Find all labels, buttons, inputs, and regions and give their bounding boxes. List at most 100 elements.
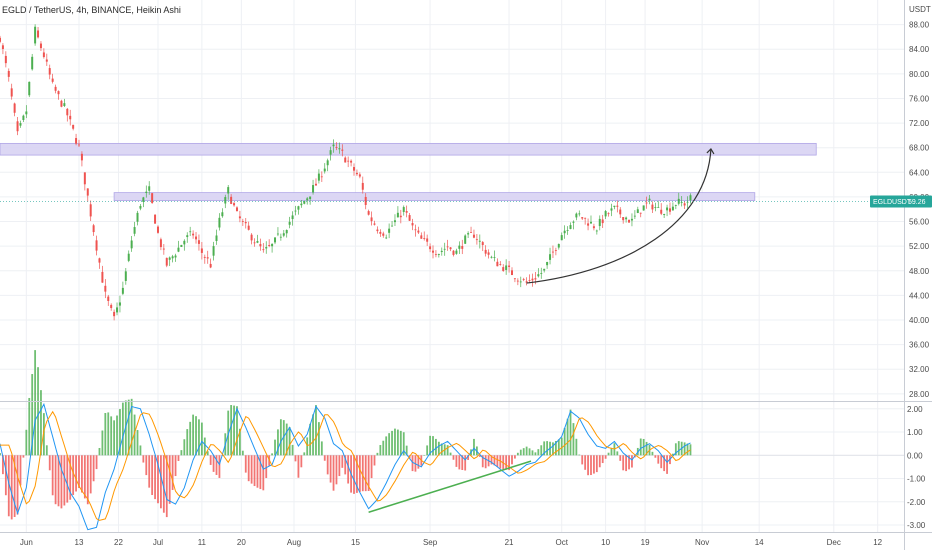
histogram-bar: [353, 455, 355, 494]
histogram-bar: [569, 409, 572, 456]
time-tick-label: 10: [601, 538, 610, 547]
candle-body: [350, 160, 353, 163]
histogram-bar: [320, 441, 323, 456]
candle-body: [189, 231, 192, 233]
histogram-bar: [528, 448, 531, 456]
candle-body: [645, 202, 648, 204]
histogram-bar: [432, 436, 434, 456]
candle-body: [540, 272, 543, 274]
histogram-bar: [136, 430, 139, 456]
candle-body: [382, 233, 385, 236]
histogram-bar: [514, 455, 516, 459]
histogram-bar: [516, 452, 519, 456]
candle-body: [241, 221, 244, 222]
histogram-bar: [104, 413, 107, 456]
histogram-bar: [402, 432, 405, 456]
candle-body: [575, 213, 578, 218]
candle-body: [151, 193, 154, 203]
candle-body: [502, 267, 505, 271]
histogram-bar: [566, 418, 569, 456]
candle-body: [516, 280, 519, 282]
oscillator-tick-label: 2.00: [907, 405, 923, 414]
histogram-bar: [183, 439, 186, 456]
candle-body: [402, 207, 405, 212]
candle-body: [19, 123, 22, 126]
histogram-bar: [396, 429, 399, 456]
histogram-bar: [478, 455, 481, 457]
candle-body: [525, 281, 528, 283]
candle-body: [546, 261, 549, 266]
candle-body: [452, 250, 455, 255]
candle-body: [16, 121, 19, 132]
candle-body: [10, 88, 13, 97]
candle-body: [300, 203, 303, 206]
histogram-bar: [247, 455, 250, 482]
candle-body: [250, 234, 253, 241]
candle-body: [282, 233, 285, 236]
histogram-bar: [645, 441, 648, 456]
histogram-bar: [385, 436, 388, 456]
histogram-bar: [379, 445, 382, 456]
histogram-bar: [241, 450, 244, 456]
candle-body: [171, 256, 174, 259]
histogram-bar: [250, 455, 253, 484]
histogram-bar: [133, 414, 136, 456]
candle-body: [98, 258, 101, 263]
price-tick-label: 32.00: [909, 365, 930, 374]
candle-body: [306, 198, 309, 201]
candle-layer: [0, 24, 692, 321]
candle-body: [657, 207, 660, 208]
candle-body: [528, 280, 531, 281]
histogram-bar: [587, 455, 589, 476]
candle-body: [83, 172, 86, 185]
histogram-bar: [651, 451, 654, 456]
histogram-bar: [192, 414, 194, 456]
histogram-bar: [332, 455, 335, 491]
histogram-bar: [198, 419, 200, 456]
price-tick-label: 84.00: [909, 45, 930, 54]
candle-body: [200, 248, 203, 253]
histogram-bar: [604, 455, 607, 459]
histogram-bar: [452, 455, 455, 460]
histogram-bar: [63, 455, 66, 506]
histogram-bar: [51, 455, 54, 496]
candle-body: [426, 238, 429, 242]
candle-body: [274, 237, 277, 243]
histogram-bar: [22, 455, 25, 458]
candle-body: [347, 160, 350, 162]
time-tick-label: Dec: [827, 538, 841, 547]
price-tick-label: 76.00: [909, 94, 930, 103]
annotation-layer: [0, 147, 904, 513]
histogram-bar: [593, 455, 595, 474]
candle-body: [317, 173, 320, 181]
candle-body: [265, 247, 268, 249]
time-tick-label: Aug: [287, 538, 301, 547]
candle-body: [57, 91, 60, 95]
candle-body: [25, 111, 28, 115]
candle-body: [192, 233, 195, 236]
oscillator-tick-label: 1.00: [907, 428, 923, 437]
histogram-bar: [110, 416, 113, 456]
candle-body: [66, 108, 69, 116]
histogram-bar: [48, 455, 51, 471]
histogram-bar: [294, 455, 297, 462]
candle-body: [461, 246, 464, 249]
candle-body: [475, 239, 478, 241]
candle-body: [671, 206, 674, 211]
price-tick-label: 88.00: [909, 21, 930, 30]
candle-body: [639, 212, 642, 214]
histogram-bar: [121, 402, 124, 456]
candle-body: [522, 279, 525, 280]
histogram-bar: [575, 438, 578, 456]
candle-body: [69, 115, 72, 120]
histogram-bar: [639, 438, 642, 456]
candle-body: [104, 285, 107, 292]
histogram-bar: [373, 455, 376, 466]
candle-body: [253, 242, 256, 244]
histogram-bar: [356, 455, 358, 493]
candle-body: [139, 205, 142, 209]
candle-body: [127, 253, 130, 261]
histogram-bar: [130, 398, 133, 456]
histogram-bar: [171, 455, 174, 490]
